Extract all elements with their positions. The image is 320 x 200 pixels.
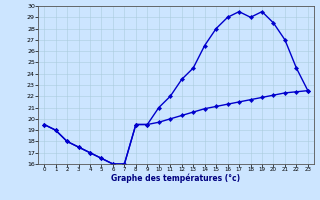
- X-axis label: Graphe des températures (°c): Graphe des températures (°c): [111, 174, 241, 183]
